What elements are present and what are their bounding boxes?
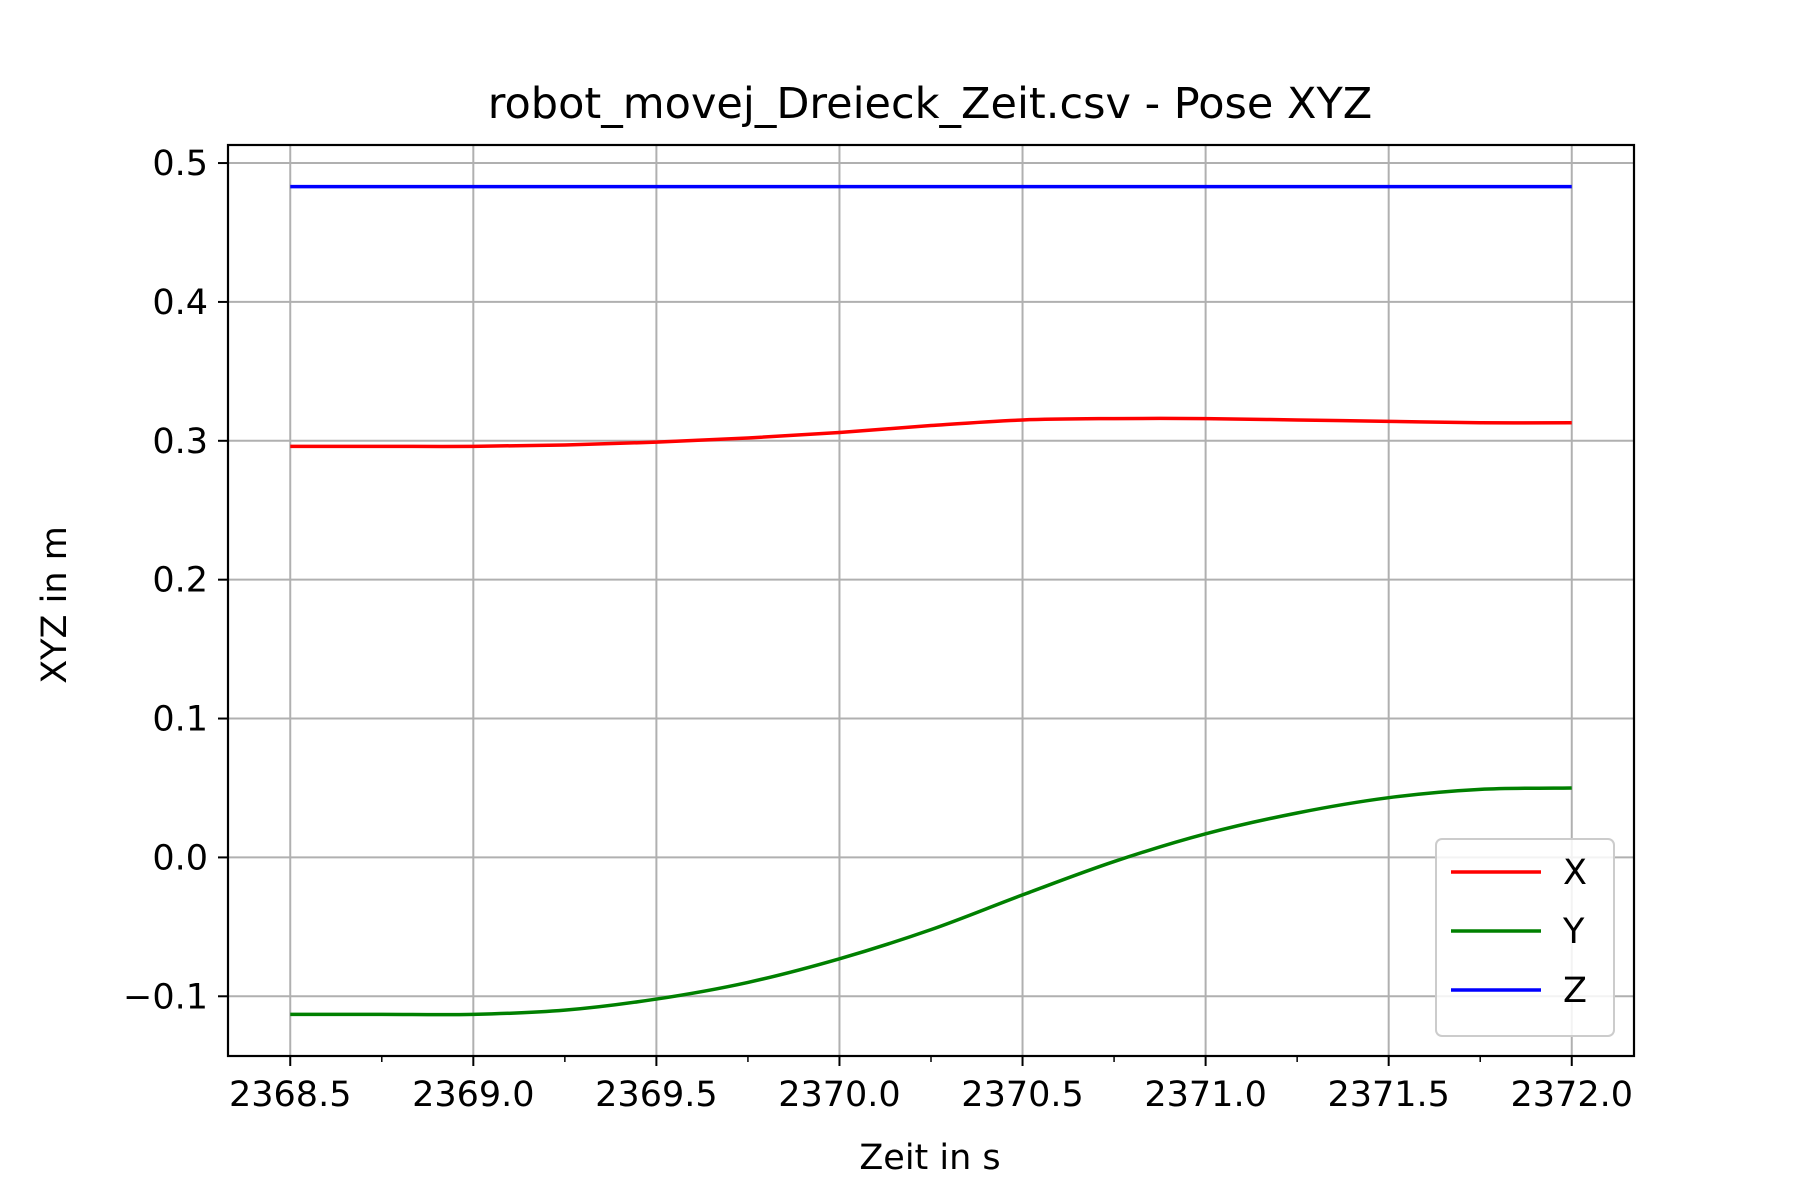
legend: XYZ — [1435, 838, 1615, 1037]
legend-label-z: Z — [1563, 971, 1587, 1011]
y-tick-label: 0.5 — [152, 144, 208, 184]
y-tick-label: 0.4 — [152, 283, 208, 323]
x-tick-label: 2370.0 — [778, 1075, 900, 1115]
plot-area — [228, 145, 1634, 1056]
y-axis-label: XYZ in m — [35, 526, 75, 684]
x-tick-label: 2371.0 — [1144, 1075, 1266, 1115]
x-tick-label: 2372.0 — [1511, 1075, 1633, 1115]
x-tick-label: 2370.5 — [961, 1075, 1083, 1115]
legend-box — [1435, 838, 1615, 1037]
axis-ticks: 2368.5 2369.0 2369.5 2370.0 2370.5 2371.0 2371… — [123, 144, 1633, 1115]
x-tick-label: 2371.5 — [1327, 1075, 1449, 1115]
series-line-y — [290, 786, 1572, 1017]
y-tick-label: 0.2 — [152, 561, 208, 601]
legend-label-y: Y — [1562, 912, 1585, 952]
x-tick-label: 2368.5 — [229, 1075, 351, 1115]
x-tick-label: 2369.5 — [595, 1075, 717, 1115]
y-tick-label: 0.0 — [152, 838, 208, 878]
chart-title: robot_movej_Dreieck_Zeit.csv - Pose XYZ — [488, 79, 1372, 129]
y-tick-label: 0.1 — [152, 700, 208, 740]
x-tick-label: 2369.0 — [412, 1075, 534, 1115]
y-tick-label: 0.3 — [152, 422, 208, 462]
y-tick-label: −0.1 — [123, 977, 208, 1017]
legend-label-x: X — [1563, 853, 1587, 893]
x-axis-label: Zeit in s — [859, 1138, 1000, 1178]
series-line-x — [290, 416, 1572, 449]
grid — [228, 145, 1634, 1056]
series-lines — [290, 184, 1572, 1017]
